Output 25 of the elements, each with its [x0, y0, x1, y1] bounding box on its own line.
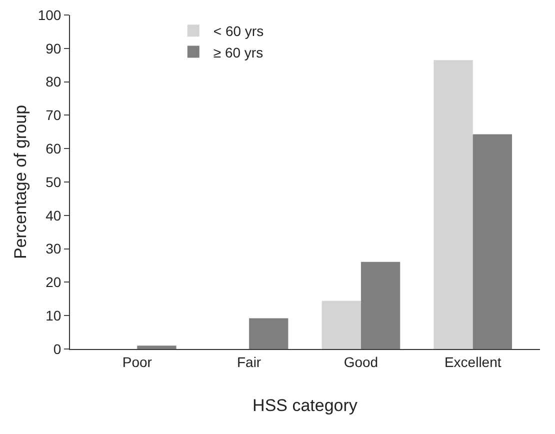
x-axis-title: HSS category	[252, 396, 358, 416]
x-tick-label: Good	[344, 354, 378, 370]
x-tick-label: Fair	[236, 354, 262, 370]
y-tick-label: 40	[46, 207, 62, 224]
x-tick-label: Poor	[122, 354, 152, 370]
bar	[137, 346, 176, 349]
y-tick-label: 100	[38, 6, 62, 23]
bar	[322, 300, 361, 349]
y-axis-title: Percentage of group	[11, 104, 30, 260]
bar	[249, 318, 288, 349]
y-tick-label: 10	[46, 308, 62, 324]
y-tick-label: 30	[46, 240, 62, 257]
bar	[472, 134, 512, 349]
y-tick-label: 60	[46, 140, 62, 156]
bar	[360, 262, 400, 349]
y-tick-label: 50	[46, 174, 62, 190]
legend-label: ≥ 60 yrs	[213, 44, 264, 60]
bar	[434, 60, 473, 349]
y-tick-label: 70	[46, 107, 62, 124]
legend-label: < 60 yrs	[213, 23, 264, 40]
y-tick-label: 90	[46, 40, 62, 56]
y-tick-label: 80	[46, 74, 62, 90]
y-tick-label: 20	[46, 274, 62, 290]
y-tick-label: 0	[53, 340, 62, 357]
x-tick-label: Excellent	[444, 354, 502, 370]
